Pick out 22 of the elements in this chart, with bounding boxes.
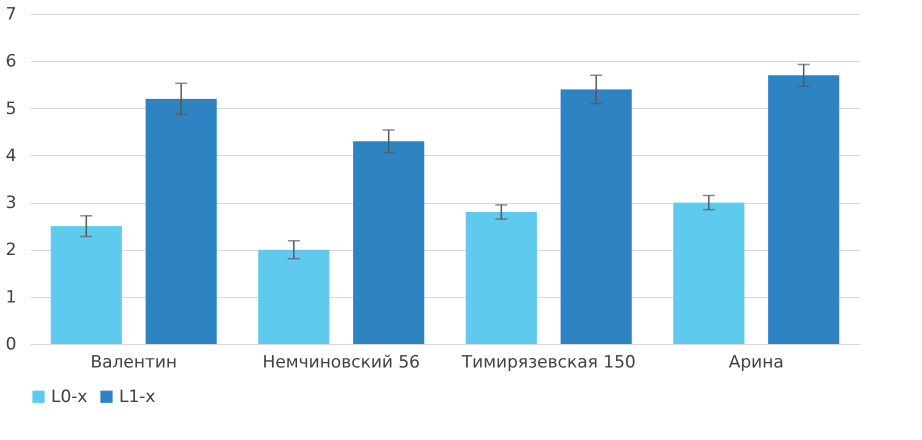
y-tick-label: 2 (6, 240, 16, 260)
bar (768, 75, 840, 344)
x-tick-label: Тимирязевская 150 (460, 352, 636, 372)
bar (146, 98, 217, 344)
bar (258, 250, 330, 344)
y-tick-label: 6 (6, 52, 16, 72)
y-tick-label: 7 (6, 4, 16, 24)
bar (673, 202, 744, 344)
y-tick-label: 0 (6, 334, 16, 354)
x-tick-label: Немчиновский 56 (262, 352, 420, 372)
y-tick-label: 1 (6, 287, 16, 308)
bar (353, 141, 424, 344)
legend-label: L1-x (119, 386, 156, 407)
y-tick-label: 4 (6, 146, 16, 166)
bar (466, 212, 537, 344)
y-tick-label: 5 (6, 98, 16, 119)
legend-label: L0-x (51, 386, 88, 407)
bar (50, 226, 122, 344)
bar (560, 89, 632, 344)
y-tick-label: 3 (6, 193, 16, 214)
x-tick-label: Валентин (90, 352, 178, 372)
x-tick-label: Арина (728, 352, 784, 372)
